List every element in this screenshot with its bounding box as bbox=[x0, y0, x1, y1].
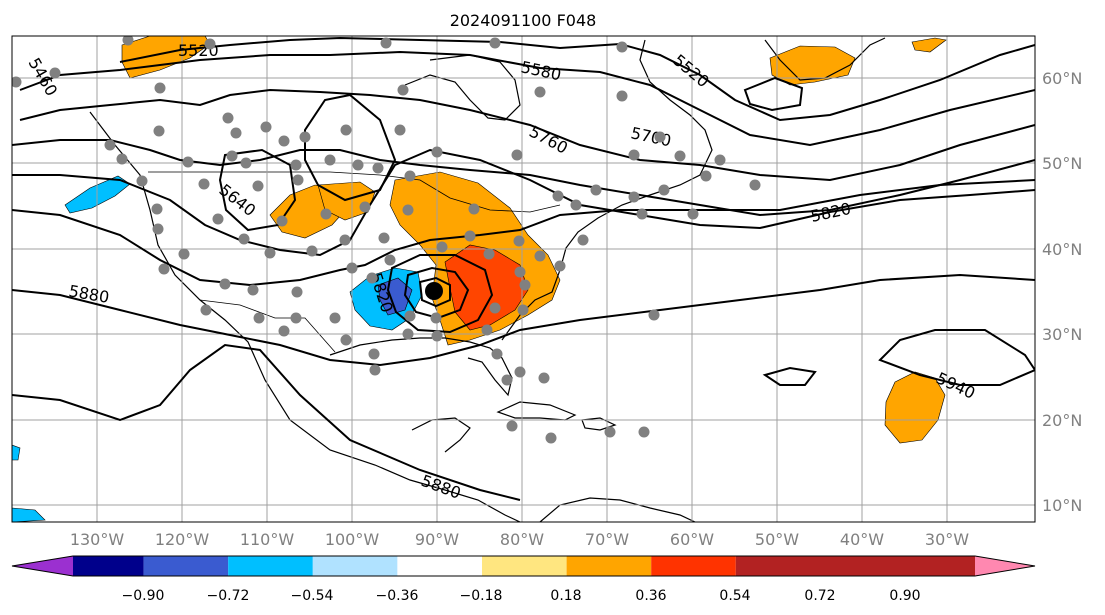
lat-tick-label: 50°N bbox=[1042, 154, 1082, 173]
colorbar-extend-low bbox=[12, 556, 73, 576]
colorbar-tick-label: 0.90 bbox=[889, 588, 920, 604]
contour-5820 bbox=[12, 179, 1035, 287]
contour-vortex-mid bbox=[403, 266, 470, 320]
colorbar-tick-label: −0.90 bbox=[122, 588, 165, 604]
colorbar-cell bbox=[228, 556, 313, 576]
colorbar-cell bbox=[73, 556, 144, 576]
colorbar-tick-label: 0.36 bbox=[635, 588, 666, 604]
colorbar-cell bbox=[651, 556, 736, 576]
contour-low-cell bbox=[762, 366, 817, 386]
colorbar bbox=[11, 555, 1036, 577]
contour-5760 bbox=[12, 148, 1035, 257]
border-us-canada bbox=[148, 171, 561, 213]
colorbar-cell bbox=[143, 556, 229, 576]
coast-east bbox=[501, 39, 713, 341]
colorbar-tick-label: 0.54 bbox=[719, 588, 750, 604]
colorbar-cells bbox=[12, 556, 1035, 576]
shade-orange-atlantic bbox=[884, 371, 946, 444]
colorbar-tick-label: −0.54 bbox=[291, 588, 334, 604]
contour-5880-south bbox=[12, 343, 521, 501]
colorbar-cell bbox=[566, 556, 652, 576]
contour-5520 bbox=[119, 36, 1035, 122]
contour-greenland-low bbox=[743, 76, 804, 112]
contour-5640 bbox=[19, 88, 1035, 182]
border-us-mexico bbox=[199, 299, 336, 353]
coast-gulf bbox=[329, 337, 513, 397]
height-contours bbox=[12, 36, 1035, 501]
lon-tick-label: 130°W bbox=[70, 530, 125, 549]
contour-5700 bbox=[12, 139, 1035, 217]
lat-tick-label: 10°N bbox=[1042, 496, 1082, 515]
map-area: 5520 5580 5520 5460 5640 5760 5700 5820 … bbox=[12, 36, 1035, 522]
map-title: 2024091100 F048 bbox=[450, 11, 597, 30]
colorbar-tick-label: −0.18 bbox=[460, 588, 503, 604]
graticule bbox=[12, 36, 1035, 522]
lon-tick-label: 40°W bbox=[840, 530, 884, 549]
coast-west bbox=[89, 111, 521, 522]
lat-tick-label: 20°N bbox=[1042, 411, 1082, 430]
lat-tick-labels: 60°N 50°N 40°N 30°N 20°N 10°N bbox=[1042, 69, 1082, 515]
colorbar-tick-label: −0.36 bbox=[376, 588, 419, 604]
shade-red-southeast bbox=[444, 244, 529, 331]
colorbar-cell bbox=[312, 556, 398, 576]
lon-tick-label: 90°W bbox=[415, 530, 459, 549]
lon-tick-label: 30°W bbox=[925, 530, 969, 549]
station-markers bbox=[12, 36, 761, 444]
lon-tick-label: 70°W bbox=[585, 530, 629, 549]
colorbar-cell bbox=[482, 556, 567, 576]
colorbar-outline bbox=[11, 555, 1036, 577]
storm-center-marker bbox=[425, 282, 443, 300]
lon-tick-label: 80°W bbox=[500, 530, 544, 549]
shade-lightblue-sw bbox=[12, 507, 46, 522]
colorbar-tick-label: 0.72 bbox=[804, 588, 835, 604]
map-frame bbox=[11, 35, 1036, 523]
lon-tick-label: 100°W bbox=[325, 530, 380, 549]
contour-vortex-outer bbox=[386, 254, 494, 334]
contour-5940 bbox=[878, 329, 1035, 386]
contour-vortex-inner bbox=[418, 276, 451, 308]
colorbar-tick-labels: −0.90 −0.72 −0.54 −0.36 −0.18 0.18 0.36 … bbox=[122, 588, 921, 604]
contour-north-trough bbox=[304, 93, 397, 202]
lat-tick-label: 30°N bbox=[1042, 325, 1082, 344]
colorbar-extend-high bbox=[975, 556, 1035, 576]
coast-yucatan bbox=[411, 417, 471, 453]
lon-tick-labels: 130°W 120°W 110°W 100°W 90°W 80°W 70°W 6… bbox=[70, 530, 969, 549]
contour-5580 bbox=[19, 50, 1035, 147]
lat-tick-label: 60°N bbox=[1042, 69, 1082, 88]
lon-tick-label: 120°W bbox=[155, 530, 210, 549]
shade-blue-texas bbox=[377, 277, 413, 316]
colorbar-cell bbox=[735, 556, 975, 576]
lon-tick-label: 50°W bbox=[755, 530, 799, 549]
colorbar-tick-label: 0.18 bbox=[550, 588, 581, 604]
lon-tick-label: 110°W bbox=[240, 530, 295, 549]
contour-5880 bbox=[12, 273, 1035, 367]
shade-lightblue-left bbox=[12, 444, 21, 461]
coast-cuba bbox=[496, 401, 577, 421]
shade-orange-ne-greenland bbox=[911, 37, 947, 53]
lon-tick-label: 60°W bbox=[670, 530, 714, 549]
colorbar-cell bbox=[397, 556, 482, 576]
lat-tick-label: 40°N bbox=[1042, 240, 1082, 259]
colorbar-tick-label: −0.72 bbox=[207, 588, 250, 604]
contour-west-low bbox=[218, 148, 297, 232]
shaded-field bbox=[12, 36, 947, 522]
